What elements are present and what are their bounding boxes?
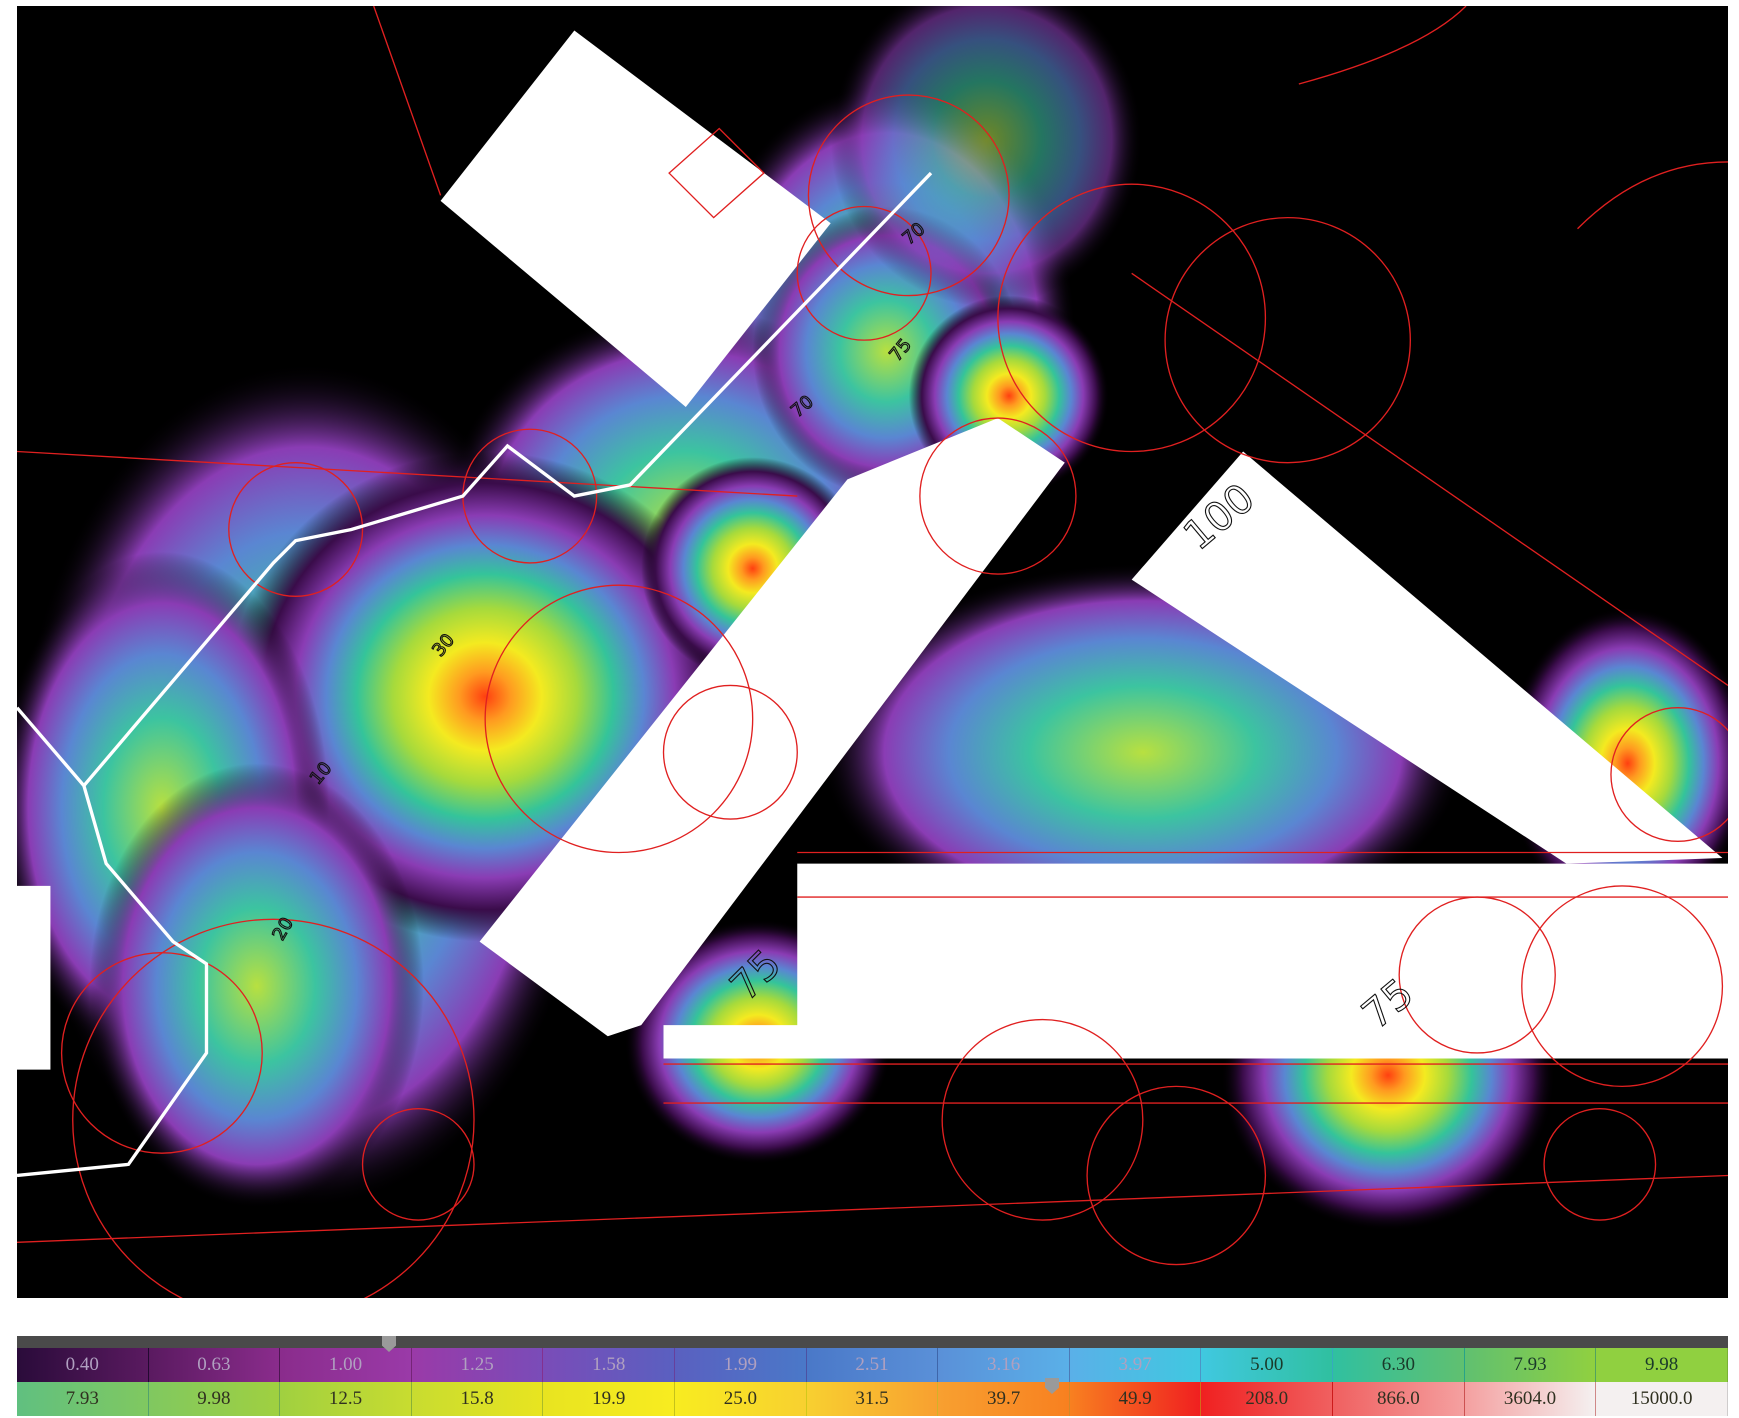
buildings [17,30,1728,1070]
legend-label: 0.40 [17,1348,149,1382]
legend-label: 19.9 [543,1382,676,1416]
legend-top-row: 0.40 0.63 1.00 1.25 1.58 1.99 2.51 3.16 3.97 5.00… [17,1348,1728,1382]
legend-label: 1.99 [675,1348,807,1382]
legend-label: 3.97 [1069,1348,1202,1382]
slider-knob[interactable] [382,1336,396,1352]
legend-label: 9.98 [1596,1348,1728,1382]
legend-label: 6.30 [1333,1348,1465,1382]
legend-label: 3.16 [938,1348,1070,1382]
legend-label: 1.58 [543,1348,676,1382]
legend-label: 2.51 [806,1348,939,1382]
legend-label: 1.25 [411,1348,544,1382]
legend-label: 7.93 [17,1382,149,1416]
legend-bottom-row: 7.93 9.98 12.5 15.8 19.9 25.0 31.5 39.7 49.9 208.… [17,1382,1728,1416]
legend-label: 866.0 [1333,1382,1465,1416]
legend-slider [17,1336,1728,1352]
legend-label: 3604.0 [1464,1382,1597,1416]
legend-label: 7.93 [1464,1348,1597,1382]
cad-linework [17,6,1728,1298]
color-legend: 0.40 0.63 1.00 1.25 1.58 1.99 2.51 3.16 3.97 5.00… [17,1336,1728,1416]
legend-label: 9.98 [148,1382,281,1416]
legend-label: 39.7 [938,1382,1070,1416]
legend-label: 12.5 [280,1382,412,1416]
legend-label: 1.00 [280,1348,412,1382]
legend-label: 49.9 [1069,1382,1202,1416]
legend-label: 15.8 [411,1382,544,1416]
legend-label: 0.63 [148,1348,281,1382]
legend-label: 208.0 [1201,1382,1334,1416]
legend-label: 31.5 [806,1382,939,1416]
legend-label: 15000.0 [1596,1382,1728,1416]
site-boundary [82,171,933,787]
legend-label: 25.0 [675,1382,807,1416]
site-boundary [17,706,209,1178]
slider-knob[interactable] [1045,1378,1059,1394]
legend-label: 5.00 [1201,1348,1334,1382]
